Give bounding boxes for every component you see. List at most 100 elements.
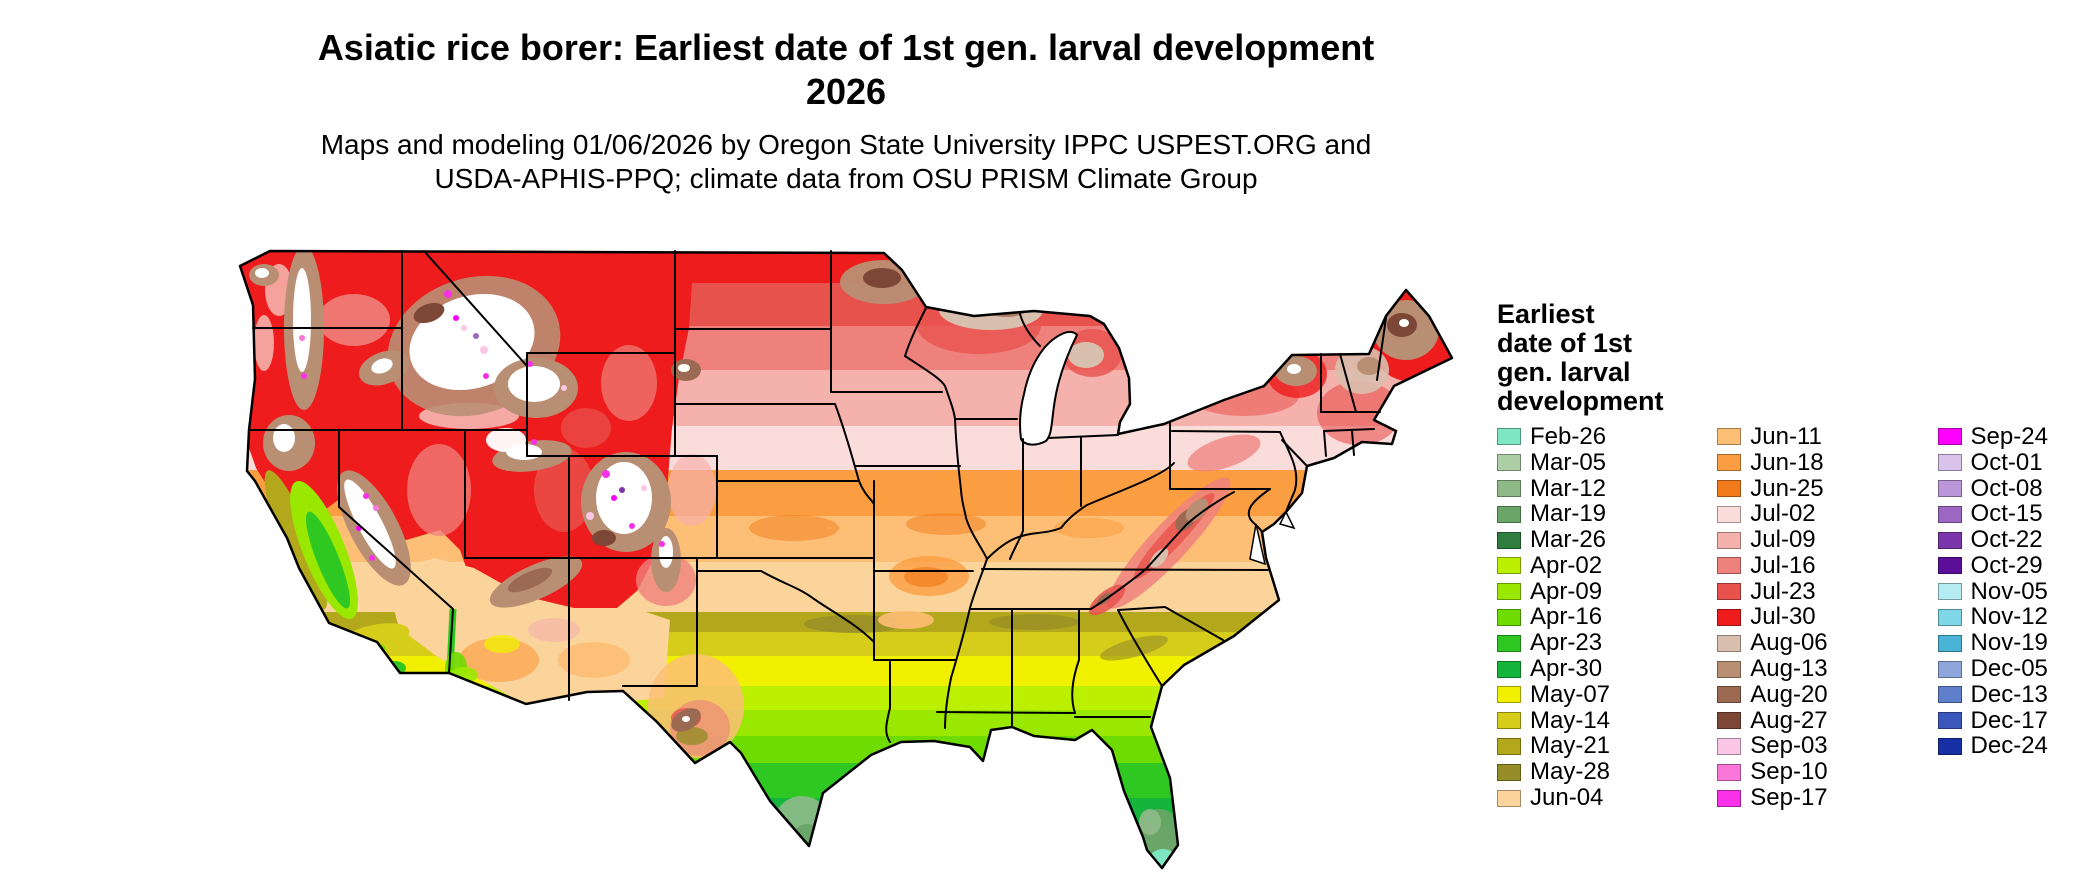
legend-title-line2: date of 1st <box>1497 328 1633 358</box>
legend-swatch <box>1717 479 1742 497</box>
legend-swatch <box>1497 479 1521 497</box>
legend-entry-label: Sep-03 <box>1750 732 1828 760</box>
legend-entry-label: Aug-06 <box>1750 629 1828 657</box>
legend-swatch <box>1717 712 1742 730</box>
legend-entry: Apr-30 <box>1497 655 1717 683</box>
legend-swatch <box>1717 634 1742 652</box>
legend-entry-label: May-14 <box>1530 706 1611 734</box>
legend-entry: Aug-20 <box>1717 680 1937 708</box>
legend-swatch <box>1497 737 1521 755</box>
legend-entry: Sep-03 <box>1717 732 1937 760</box>
legend-column-3: Sep-24 Oct-01 Oct-08 Oct-15 Oct-22 Oct-29 Nov-… <box>1937 423 2097 811</box>
legend-swatch <box>1717 454 1742 472</box>
legend-entry: Apr-02 <box>1497 552 1717 579</box>
legend-entry-label: Aug-20 <box>1750 680 1828 708</box>
us-map <box>234 228 1454 884</box>
legend-swatch <box>1497 557 1521 575</box>
legend-entry-label: Apr-23 <box>1530 629 1603 657</box>
map-subtitle: Maps and modeling 01/06/2026 by Oregon S… <box>0 128 1692 196</box>
legend-swatch <box>1937 479 1962 497</box>
legend-entry: Jul-30 <box>1717 603 1937 630</box>
legend-swatch <box>1937 634 1962 652</box>
legend-entry: Sep-10 <box>1717 758 1937 786</box>
legend-swatch <box>1497 428 1521 446</box>
legend-entry-label: Mar-12 <box>1530 474 1607 502</box>
legend-entry: Apr-23 <box>1497 629 1717 657</box>
legend-swatch <box>1497 686 1521 704</box>
lake-michigan <box>1019 330 1079 446</box>
subtitle-line1: Maps and modeling 01/06/2026 by Oregon S… <box>320 129 1372 160</box>
legend: Earliest date of 1st gen. larval develop… <box>1497 300 2097 811</box>
legend-entry-label: Jul-09 <box>1750 526 1816 554</box>
header: Asiatic rice borer: Earliest date of 1st… <box>0 26 1692 196</box>
legend-swatch <box>1717 531 1742 549</box>
legend-entry-label: Mar-19 <box>1530 500 1607 528</box>
map-title-line2: 2026 <box>805 71 887 112</box>
legend-entry: Apr-09 <box>1497 577 1717 605</box>
legend-swatch <box>1717 763 1742 781</box>
legend-entry-label: Apr-30 <box>1530 655 1603 683</box>
legend-swatch <box>1497 583 1521 601</box>
legend-swatch <box>1497 634 1521 652</box>
legend-column-2: Jun-11 Jun-18 Jun-25 Jul-02 Jul-09 Jul-16 Jul-… <box>1717 422 1937 811</box>
legend-entry: Oct-08 <box>1937 475 2097 502</box>
legend-entry: Dec-17 <box>1937 706 2097 734</box>
legend-swatch <box>1717 737 1742 755</box>
legend-entry: May-07 <box>1497 681 1717 708</box>
map-fill-layers <box>240 251 1452 868</box>
map-title-line1: Asiatic rice borer: Earliest date of 1st… <box>317 27 1375 68</box>
legend-entry-label: Apr-09 <box>1530 577 1603 605</box>
legend-swatch <box>1937 608 1962 626</box>
chesapeake-bay <box>1249 523 1267 566</box>
legend-entry-label: Oct-29 <box>1970 551 2043 579</box>
legend-entry: Oct-01 <box>1937 448 2097 476</box>
legend-entry: Nov-12 <box>1937 603 2097 631</box>
legend-entry-label: Mar-26 <box>1530 526 1607 554</box>
legend-entry: Oct-29 <box>1937 551 2097 579</box>
legend-entry-label: Aug-13 <box>1750 655 1828 683</box>
legend-entry-label: Mar-05 <box>1530 448 1607 476</box>
legend-entry: Mar-05 <box>1497 448 1717 476</box>
legend-entry: Apr-16 <box>1497 603 1717 631</box>
west-red-region <box>240 253 694 643</box>
legend-swatch <box>1717 608 1742 626</box>
legend-column-1: Feb-26 Mar-05 Mar-12 Mar-19 Mar-26 Apr-02 Apr-… <box>1497 422 1717 811</box>
legend-entry: May-21 <box>1497 732 1717 760</box>
alpine-specks <box>299 290 665 561</box>
legend-entry: Mar-12 <box>1497 474 1717 502</box>
legend-entry-label: May-28 <box>1530 758 1611 786</box>
legend-entry: May-28 <box>1497 758 1717 786</box>
legend-swatch <box>1937 583 1962 601</box>
legend-entry-label: Feb-26 <box>1530 422 1607 450</box>
legend-entry: Oct-22 <box>1937 526 2097 553</box>
legend-entry-label: Oct-01 <box>1970 448 2043 476</box>
legend-swatch <box>1717 557 1742 575</box>
legend-entry-label: Jun-25 <box>1750 474 1824 502</box>
legend-entry: Aug-13 <box>1717 655 1937 683</box>
legend-swatch <box>1937 557 1962 575</box>
state-borders <box>248 250 1387 743</box>
legend-entry: Dec-13 <box>1937 681 2097 708</box>
legend-entry-label: Sep-10 <box>1750 758 1828 786</box>
legend-entry-label: Oct-15 <box>1970 500 2043 528</box>
legend-swatch <box>1937 454 1962 472</box>
legend-swatch <box>1497 454 1521 472</box>
legend-entry-label: Apr-16 <box>1530 603 1603 631</box>
legend-entry: May-14 <box>1497 706 1717 734</box>
legend-entry-label: Dec-17 <box>1970 706 2048 734</box>
legend-entry: Jul-02 <box>1717 500 1937 528</box>
legend-entry-label: Nov-05 <box>1970 577 2048 605</box>
legend-entry: Aug-27 <box>1717 707 1937 734</box>
legend-entry-label: Dec-05 <box>1970 655 2048 683</box>
legend-entry-label: Dec-24 <box>1970 732 2048 760</box>
legend-entry-label: Jul-23 <box>1750 577 1816 605</box>
legend-entry-label: May-21 <box>1530 732 1611 760</box>
legend-entry-label: Nov-19 <box>1970 629 2048 657</box>
legend-entry: Jun-11 <box>1717 422 1937 450</box>
legend-entry-label: Nov-12 <box>1970 603 2048 631</box>
legend-entry: Dec-24 <box>1937 732 2097 760</box>
legend-swatch <box>1717 789 1742 807</box>
legend-entry-label: Jul-02 <box>1750 500 1816 528</box>
legend-entry-label: Jun-11 <box>1750 422 1822 450</box>
subtitle-line2: USDA-APHIS-PPQ; climate data from OSU PR… <box>434 163 1258 194</box>
